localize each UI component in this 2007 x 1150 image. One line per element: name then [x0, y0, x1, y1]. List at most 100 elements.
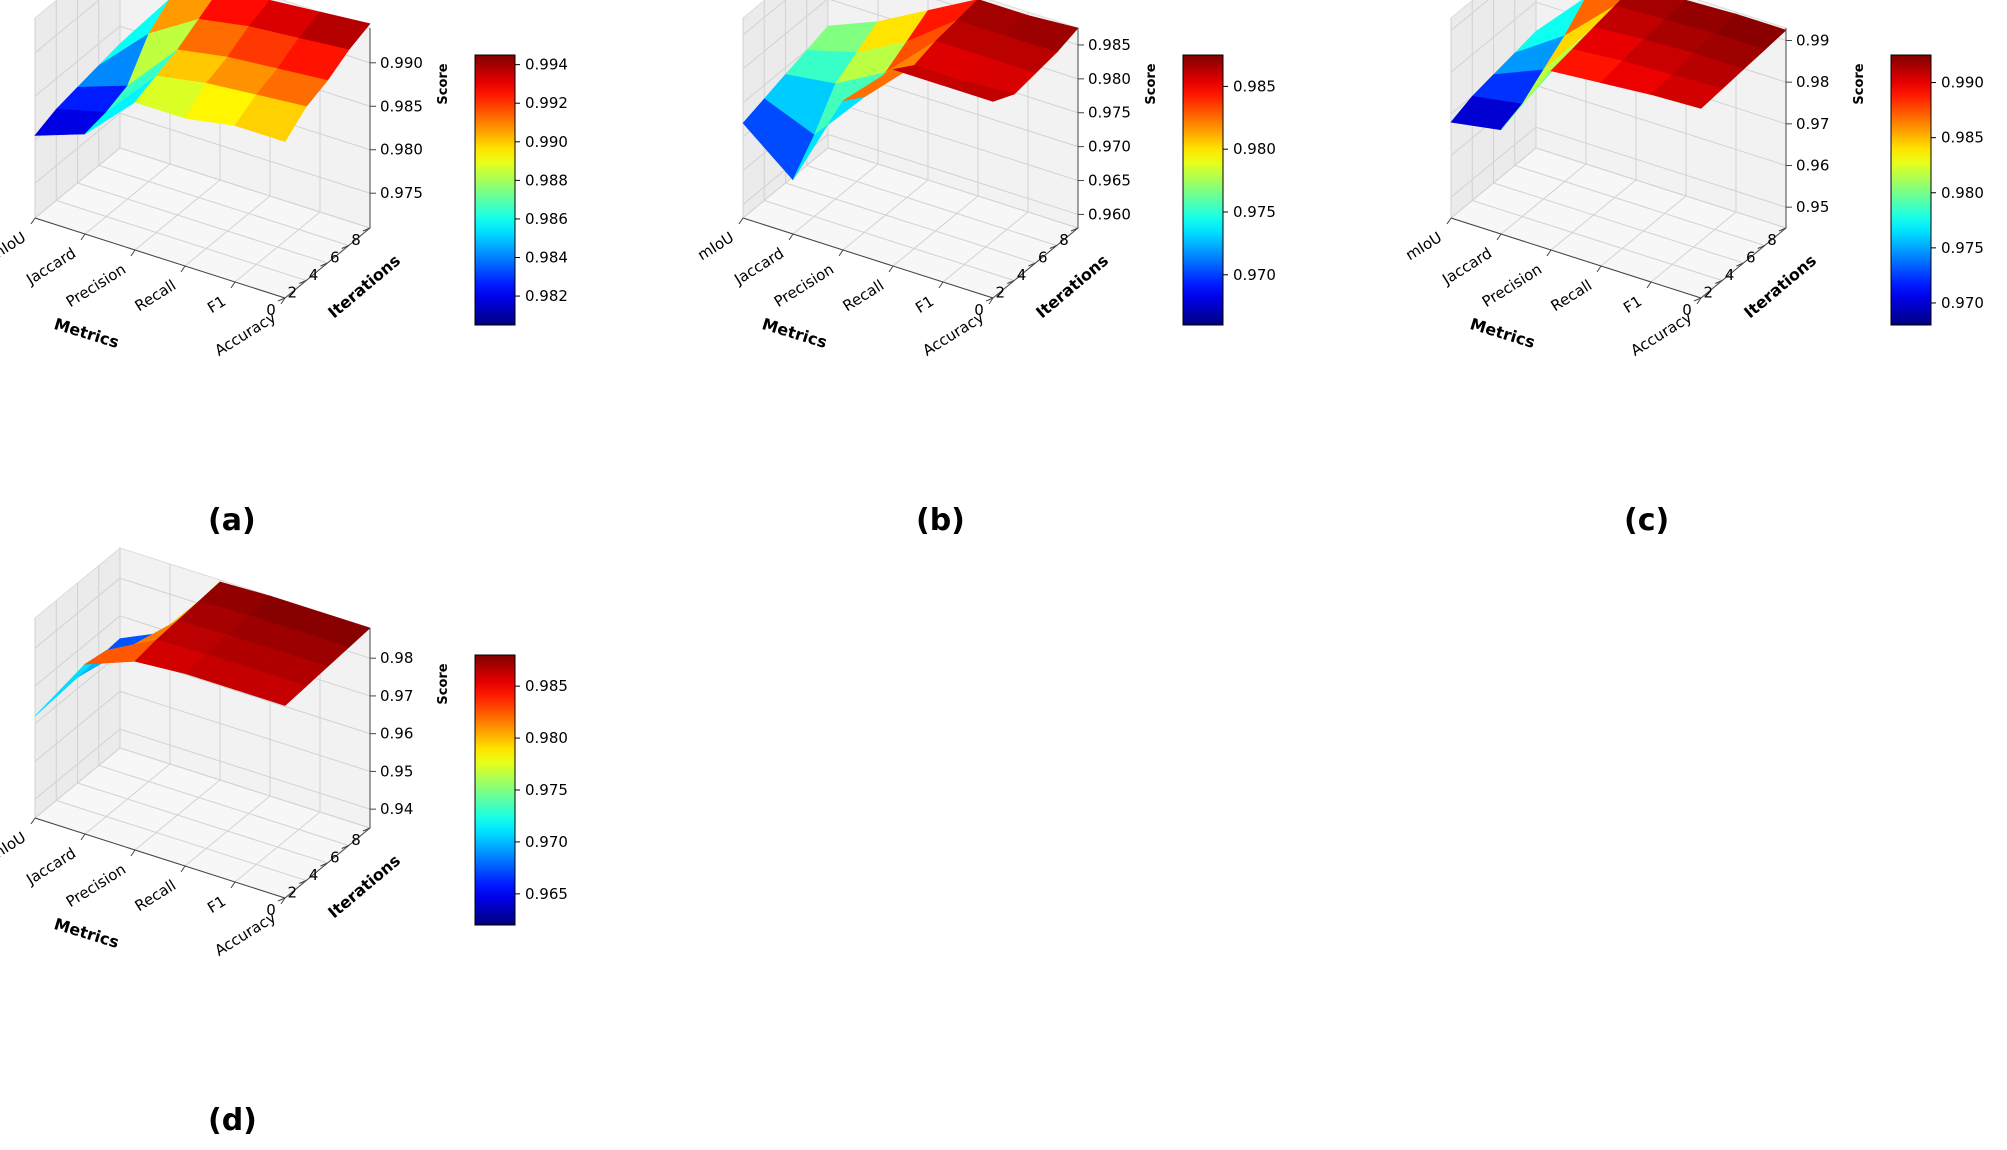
metrics-axis: [1450, 217, 1702, 299]
metric-tick-label: Recall: [840, 276, 888, 315]
iteration-tick-label: 2: [995, 284, 1005, 302]
score-tick-label: 0.970: [1088, 138, 1131, 156]
score-tick-label: 0.960: [1088, 205, 1131, 223]
colorbar-tick-label: 0.984: [525, 249, 568, 267]
chart-panel-b: mIoU Jaccard Precision Recall F1 Accuracy Metr…: [694, 0, 1408, 538]
metrics-axis-title: Metrics: [52, 914, 121, 952]
score-tick-label: 0.990: [380, 54, 423, 72]
colorbar-tick-label: 0.985: [525, 677, 568, 695]
surface: [1450, 0, 1787, 131]
score-tick-label: 0.94: [380, 800, 413, 818]
metric-tick-label: F1: [204, 892, 229, 917]
colorbar: [1890, 54, 1932, 326]
colorbar-tick-label: 0.990: [525, 133, 568, 151]
iteration-tick-label: 4: [309, 866, 319, 884]
metric-tick-label: mIoU: [694, 228, 737, 264]
metric-tick-label: Recall: [132, 876, 180, 915]
metric-tick-label: Precision: [771, 260, 837, 311]
metric-tick-label: Jaccard: [22, 844, 79, 889]
metric-tick-label: Jaccard: [22, 244, 79, 289]
score-tick-label: 0.97: [1796, 115, 1829, 133]
iteration-tick-label: 0: [266, 901, 276, 919]
score-tick-label: 0.98: [380, 649, 413, 667]
colorbar: [474, 654, 516, 926]
colorbar-tick-label: 0.970: [1941, 294, 1984, 312]
metric-tick-label: Precision: [1479, 260, 1545, 311]
chart-panel-d: mIoU Jaccard Precision Recall F1 Accuracy Metr…: [0, 546, 700, 1138]
score-axis-title: Score: [436, 63, 451, 104]
colorbar-tick-label: 0.980: [1941, 184, 1984, 202]
colorbar-tick-label: 0.990: [1941, 74, 1984, 92]
score-tick-label: 0.975: [1088, 104, 1131, 122]
score-tick-label: 0.95: [380, 762, 413, 780]
iteration-tick-label: 0: [1682, 301, 1692, 319]
colorbar-tick-label: 0.970: [525, 833, 568, 851]
colorbar-tick-label: 0.975: [525, 781, 568, 799]
iteration-tick-label: 2: [1703, 284, 1713, 302]
score-tick-label: 0.965: [1088, 172, 1131, 190]
score-tick-label: 0.97: [380, 687, 413, 705]
score-tick-label: 0.96: [1796, 157, 1829, 175]
metric-tick-label: Precision: [63, 860, 129, 911]
surface: [34, 581, 371, 717]
iteration-tick-label: 8: [1767, 231, 1777, 249]
colorbar-tick-label: 0.980: [1233, 140, 1276, 158]
metrics-axis: [34, 217, 286, 299]
colorbar-tick-label: 0.965: [525, 885, 568, 903]
iteration-tick-label: 2: [287, 884, 297, 902]
iteration-tick-label: 0: [266, 301, 276, 319]
metric-tick-label: mIoU: [0, 828, 29, 864]
metric-tick-label: Jaccard: [1438, 244, 1495, 289]
score-tick-label: 0.99: [1796, 32, 1829, 50]
colorbar-tick-label: 0.985: [1233, 77, 1276, 95]
score-tick-label: 0.95: [1796, 198, 1829, 216]
colorbar-tick-label: 0.994: [525, 56, 568, 74]
iteration-tick-label: 4: [1017, 266, 1027, 284]
metrics-axis-title: Metrics: [760, 314, 829, 352]
surface-patch: [942, 81, 1016, 102]
chart-panel-c: mIoU Jaccard Precision Recall F1 Accuracy Metr…: [1402, 0, 2007, 538]
score-tick-label: 0.985: [1088, 36, 1131, 54]
surface-patch: [1650, 74, 1723, 109]
metric-tick-label: Precision: [63, 260, 129, 311]
score-axis-title: Score: [1144, 63, 1159, 104]
metrics-axis: [742, 217, 994, 299]
colorbar-tick-label: 0.988: [525, 171, 568, 189]
metric-tick-label: mIoU: [1402, 228, 1445, 264]
panel-label-c: (c): [1624, 503, 1670, 538]
score-tick-label: 0.98: [1796, 73, 1829, 91]
colorbar-tick-label: 0.985: [1941, 129, 1984, 147]
score-axis-title: Score: [1852, 63, 1867, 104]
iteration-tick-label: 8: [351, 231, 361, 249]
surface-patch: [234, 669, 307, 706]
iteration-tick-label: 6: [330, 249, 340, 267]
score-tick-label: 0.980: [1088, 70, 1131, 88]
score-tick-label: 0.985: [380, 97, 423, 115]
colorbar-tick-label: 0.980: [525, 729, 568, 747]
metric-tick-label: Recall: [132, 276, 180, 315]
colorbar-tick-label: 0.975: [1941, 239, 1984, 257]
metric-tick-label: Jaccard: [730, 244, 787, 289]
colorbar-tick-label: 0.975: [1233, 203, 1276, 221]
score-axis-title: Score: [436, 663, 451, 704]
iteration-tick-label: 4: [309, 266, 319, 284]
score-tick-label: 0.980: [380, 141, 423, 159]
colorbar-tick-label: 0.986: [525, 210, 568, 228]
panel-label-a: (a): [208, 503, 256, 538]
metrics-axis-title: Metrics: [1468, 314, 1537, 352]
surface-patch: [234, 94, 307, 142]
score-tick-label: 0.975: [380, 184, 423, 202]
metric-tick-label: F1: [204, 292, 229, 317]
iteration-tick-label: 2: [287, 284, 297, 302]
colorbar: [1182, 54, 1224, 326]
score-tick-label: 0.96: [380, 725, 413, 743]
surface: [742, 0, 1079, 181]
chart-panel-a: mIoU Jaccard Precision Recall F1 Accuracy Metr…: [0, 0, 700, 538]
metrics-axis: [34, 817, 286, 899]
metric-tick-label: F1: [912, 292, 937, 317]
metrics-axis-title: Metrics: [52, 314, 121, 352]
